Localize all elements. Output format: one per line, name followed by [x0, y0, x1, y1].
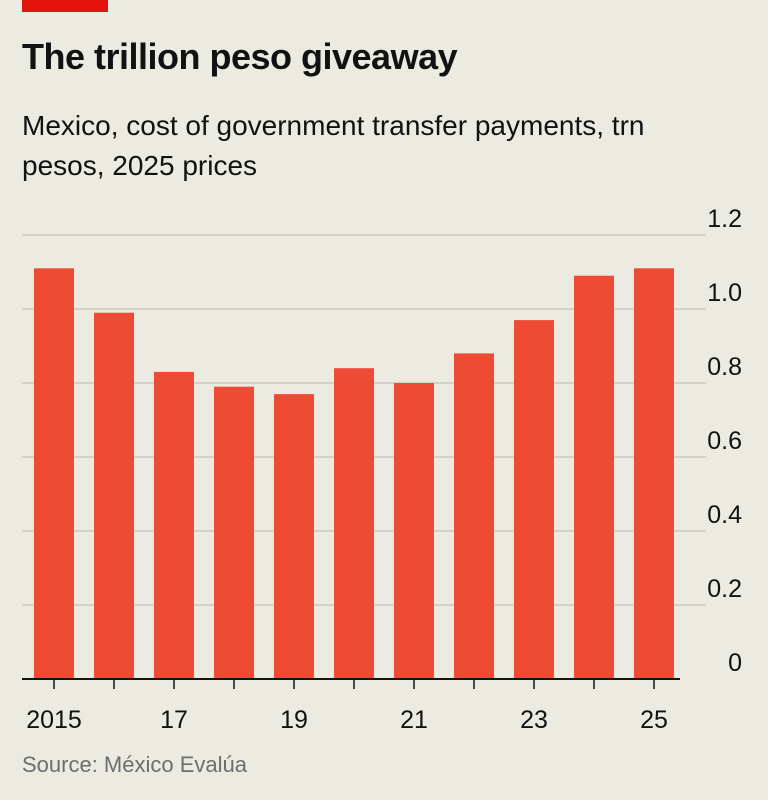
bar-2016 — [94, 312, 134, 679]
y-tick-label: 0.6 — [707, 427, 742, 455]
bar-2015 — [34, 268, 74, 679]
y-tick-label: 0 — [728, 649, 742, 677]
x-tick-label: 25 — [640, 706, 668, 734]
chart-title: The trillion peso giveaway — [22, 36, 458, 77]
bar-2019 — [274, 394, 314, 679]
bar-2017 — [154, 371, 194, 679]
bar-2022 — [454, 353, 494, 679]
x-tick-label: 23 — [520, 706, 548, 734]
y-tick-label: 0.4 — [707, 501, 742, 529]
bar-2024 — [574, 275, 614, 679]
brand-tag — [22, 0, 108, 12]
bar-2021 — [394, 383, 434, 679]
x-tick-label: 19 — [280, 706, 308, 734]
y-tick-label: 1.0 — [707, 279, 742, 307]
y-tick-label: 1.2 — [707, 205, 742, 233]
y-tick-label: 0.8 — [707, 353, 742, 381]
chart-subtitle: Mexico, cost of government transfer paym… — [22, 110, 645, 181]
x-tick-label: 2015 — [26, 706, 82, 734]
x-tick-label: 21 — [400, 706, 428, 734]
bar-2018 — [214, 386, 254, 679]
bar-2025 — [634, 268, 674, 679]
x-tick-label: 17 — [160, 706, 188, 734]
source-note: Source: México Evalúa — [22, 752, 247, 777]
bar-2020 — [334, 368, 374, 679]
y-tick-label: 0.2 — [707, 575, 742, 603]
bar-2023 — [514, 320, 554, 679]
